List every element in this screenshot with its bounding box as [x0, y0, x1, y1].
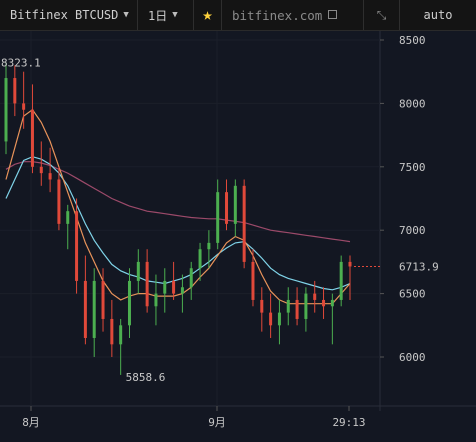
candle-body [269, 312, 273, 326]
moving-average-lines [5, 108, 351, 305]
time-axis[interactable]: 8月 9月 29:13 [22, 406, 366, 429]
source-link-label: bitfinex.com [232, 7, 323, 23]
fullscreen-button[interactable]: ⤡ [364, 0, 400, 30]
candle-body [233, 185, 237, 224]
candle-body [260, 299, 264, 313]
chart-grid [0, 31, 380, 406]
price-tick-label: 8500 [399, 34, 426, 47]
candle-body [207, 242, 211, 250]
favorite-button[interactable]: ★ [194, 0, 222, 30]
interval-label: 1日 [148, 8, 168, 23]
last-price-label: 6713.9 [399, 260, 439, 273]
candle-body [198, 249, 202, 269]
candle-body [180, 287, 184, 294]
time-tick-label: 8月 [22, 416, 40, 429]
candle-body [339, 261, 343, 300]
price-tick-label: 8000 [399, 97, 426, 110]
candle-body [277, 312, 281, 326]
price-tick-label: 7000 [399, 224, 426, 237]
candle-body [136, 261, 140, 281]
external-link-icon [328, 9, 338, 19]
low-price-label: 5858.6 [126, 371, 166, 384]
candle-body [4, 78, 8, 142]
chart-annotations: 8323.1 5858.6 6713.9 [1, 56, 439, 383]
price-tick-label: 6000 [399, 351, 426, 364]
candle-body [119, 325, 123, 345]
candle-body [39, 166, 43, 174]
symbol-selector[interactable]: Bitfinex BTCUSD ▼ [0, 0, 138, 30]
star-icon: ★ [202, 5, 213, 25]
expand-icon: ⤡ [376, 7, 387, 22]
scale-mode-button[interactable]: auto [400, 0, 476, 30]
candle-body [286, 299, 290, 313]
ma-slow-line [5, 161, 351, 243]
candle-body [154, 293, 158, 307]
candle-body [66, 211, 70, 224]
candle-body [127, 280, 131, 326]
candle-body [83, 280, 87, 338]
candle-body [225, 192, 229, 224]
candle-body [330, 299, 334, 307]
candle-body [110, 318, 114, 345]
candle-body [13, 78, 17, 104]
price-tick-label: 7500 [399, 161, 426, 174]
chart-axes [0, 31, 476, 411]
candle-body [348, 261, 352, 267]
candle-body [22, 103, 26, 110]
candle-body [101, 280, 105, 319]
candle-body [322, 299, 326, 307]
candle-body [57, 179, 61, 224]
candle-body [216, 192, 220, 243]
interval-selector[interactable]: 1日 ▼ [138, 0, 194, 30]
source-link[interactable]: bitfinex.com [222, 0, 364, 30]
symbol-label: Bitfinex BTCUSD [10, 8, 119, 22]
candle-body [189, 268, 193, 288]
candle-body [48, 173, 52, 180]
chevron-down-icon: ▼ [123, 10, 129, 20]
candle-body [172, 280, 176, 294]
candle-body [30, 109, 34, 167]
scale-mode-label: auto [423, 8, 453, 22]
ma-fast-line [5, 108, 351, 305]
chevron-down-icon: ▼ [172, 10, 178, 20]
time-readout: 29:13 [332, 416, 365, 429]
price-chart[interactable]: 8500 8000 7500 7000 6500 6000 8月 9月 29:13 8323.… [0, 31, 476, 442]
candle-body [163, 280, 167, 294]
candle-body [304, 293, 308, 319]
price-axis[interactable]: 8500 8000 7500 7000 6500 6000 [380, 34, 426, 364]
price-tick-label: 6500 [399, 288, 426, 301]
candle-body [75, 211, 79, 281]
candle-body [313, 293, 317, 300]
candle-body [92, 280, 96, 338]
high-price-label: 8323.1 [1, 56, 41, 69]
candlestick-series [4, 62, 352, 375]
candle-body [242, 185, 246, 262]
chart-toolbar: Bitfinex BTCUSD ▼ 1日 ▼ ★ bitfinex.com ⤡ … [0, 0, 476, 31]
candle-body [145, 261, 149, 307]
time-tick-label: 9月 [208, 416, 226, 429]
candle-body [295, 299, 299, 319]
candle-body [251, 261, 255, 300]
